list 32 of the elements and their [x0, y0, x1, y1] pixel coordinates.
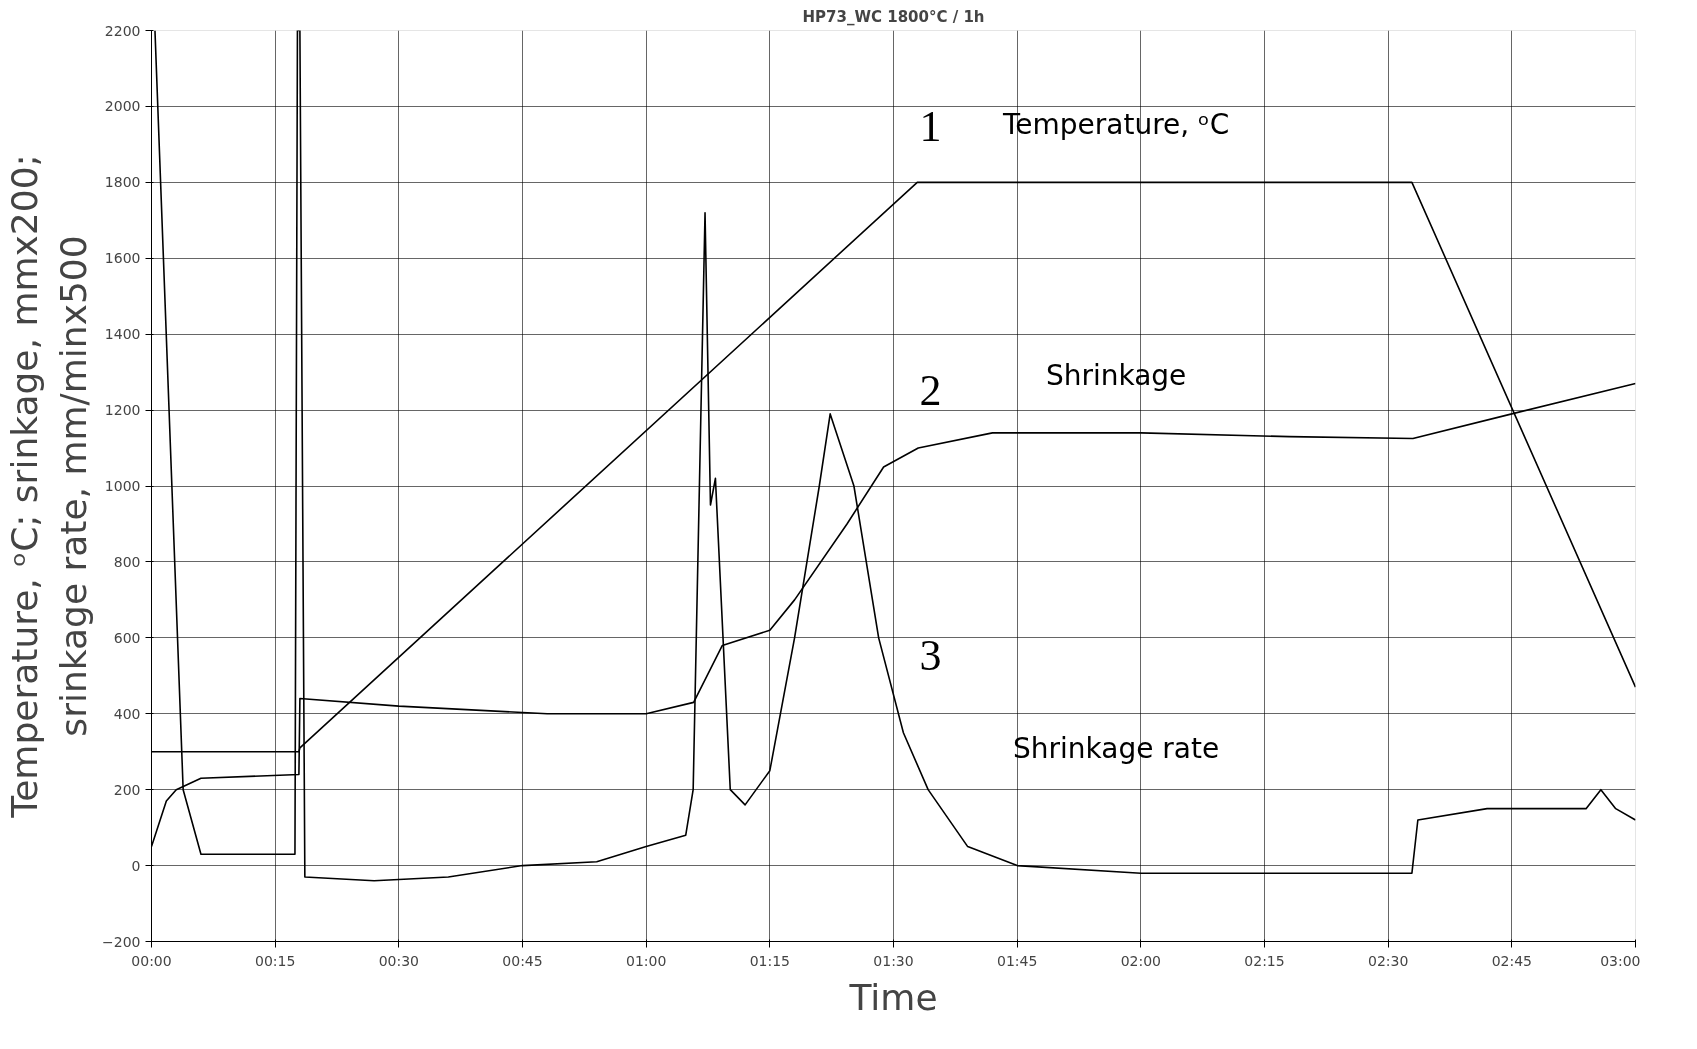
x-tick-label: 01:00: [625, 952, 667, 969]
x-tick-label: 03:00: [1600, 952, 1641, 969]
x-tick-label: 02:15: [1244, 952, 1285, 969]
y-tick-label: 2200: [104, 22, 141, 39]
y-tick-label: 1800: [104, 174, 141, 191]
y-tick-label: 2000: [104, 98, 141, 115]
y-tick-label: 1600: [104, 250, 141, 267]
y-tick-label: 400: [113, 705, 141, 722]
y-tick-label: 1400: [104, 326, 141, 343]
y-tick-label: 1200: [104, 402, 141, 419]
x-tick-label: 01:30: [873, 952, 914, 969]
y-axis-title: Temperature, ᵒC; srinkage, mmx200; srinkage rate, mm/minx500: [3, 154, 95, 819]
y-tick-label: 200: [113, 781, 141, 798]
y-tick-label: −200: [102, 933, 141, 950]
y-tick-label: 600: [113, 629, 141, 646]
x-axis-title: Time: [848, 976, 938, 1018]
x-tick-label: 00:00: [131, 952, 172, 969]
chart-title: HP73_WC 1800°C / 1h: [802, 7, 985, 26]
x-tick-label: 00:30: [378, 952, 420, 969]
x-tick-label: 02:00: [1120, 952, 1162, 969]
x-tick-label: 01:15: [749, 952, 791, 969]
y-tick-label: 800: [113, 553, 141, 570]
x-tick-label: 00:15: [254, 952, 296, 969]
x-tick-label: 00:45: [502, 952, 543, 969]
x-tick-label: 02:45: [1491, 952, 1533, 969]
annotation: 1: [919, 102, 942, 152]
x-tick-label: 01:45: [996, 952, 1038, 969]
y-tick-label: 1000: [104, 478, 141, 494]
y-tick-label: 0: [131, 857, 141, 874]
x-tick-label: 02:30: [1367, 952, 1409, 969]
annotation: 3: [919, 631, 942, 681]
annotation: 2: [919, 365, 942, 415]
